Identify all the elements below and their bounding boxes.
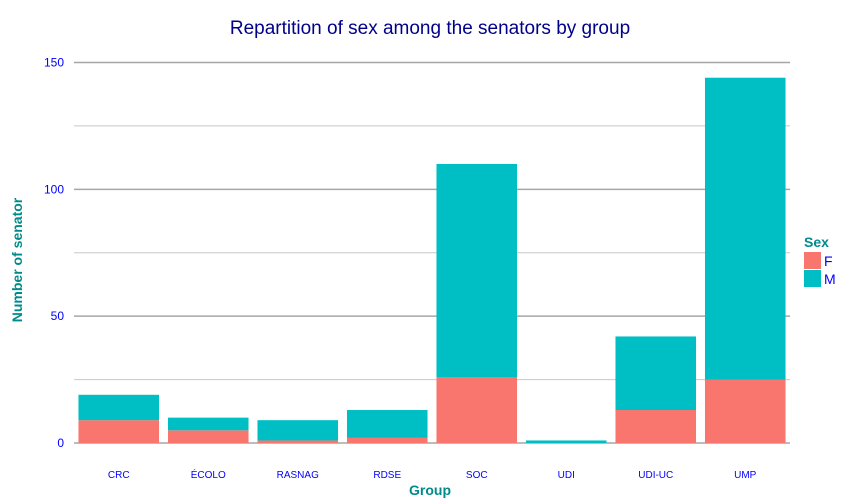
x-tick-label: ÉCOLO <box>191 468 226 481</box>
bar-m-crc <box>78 394 160 421</box>
bar-m-udi-uc <box>615 336 697 411</box>
x-tick-label: RDSE <box>373 470 401 481</box>
bar-f-crc <box>78 420 160 443</box>
x-tick-label: RASNAG <box>277 470 319 481</box>
bar-f-rdse <box>346 437 428 443</box>
bar-f-udi-uc <box>615 410 697 443</box>
legend-title: Sex <box>804 234 829 250</box>
bar-m-soc <box>436 163 518 378</box>
legend: Sex F M <box>804 234 836 287</box>
y-tick-label: 50 <box>51 309 65 323</box>
legend-swatch-m <box>804 270 821 287</box>
x-tick-label: UDI <box>558 470 575 481</box>
x-tick-label: UMP <box>734 470 757 481</box>
legend-label-m: M <box>824 271 836 287</box>
bar-m-rasnag <box>257 420 339 441</box>
y-tick-label: 0 <box>57 436 64 450</box>
bar-f-ump <box>704 379 786 443</box>
bars <box>78 77 786 443</box>
bar-f-écolo <box>167 430 249 443</box>
legend-swatch-f <box>804 252 821 269</box>
x-tick-label: UDI-UC <box>638 470 673 481</box>
chart-title: Repartition of sex among the senators by… <box>230 18 630 39</box>
bar-m-rdse <box>346 410 428 438</box>
x-tick-labels: CRC ÉCOLO RASNAG RDSE SOC UDI UDI-UC UMP <box>108 468 757 481</box>
bar-m-ump <box>704 77 786 380</box>
y-axis-title: Number of senator <box>9 197 25 322</box>
bar-m-udi <box>525 440 607 443</box>
y-tick-label: 150 <box>44 56 64 70</box>
x-tick-label: CRC <box>108 470 130 481</box>
y-tick-label: 100 <box>44 182 64 196</box>
legend-label-f: F <box>824 253 833 269</box>
bar-f-rasnag <box>257 440 339 443</box>
x-tick-label: SOC <box>466 470 488 481</box>
x-axis-title: Group <box>409 482 451 498</box>
bar-m-écolo <box>167 417 249 431</box>
bar-f-soc <box>436 377 518 443</box>
y-tick-labels: 0 50 100 150 <box>44 56 64 451</box>
grid-lines <box>74 61 790 444</box>
